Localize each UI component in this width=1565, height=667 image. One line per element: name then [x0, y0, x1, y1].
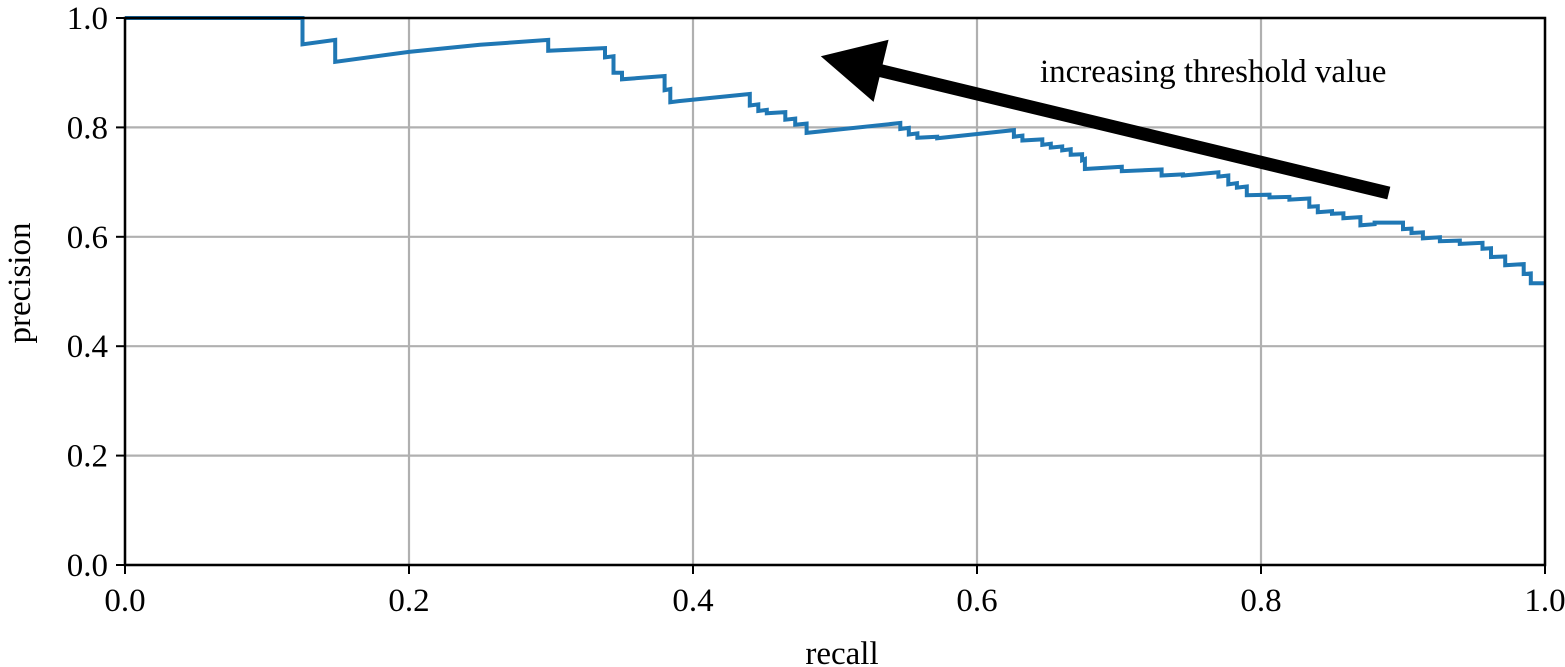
arrow-head	[820, 39, 889, 102]
x-tick-label: 0.2	[388, 583, 429, 619]
x-axis-ticks: 0.0 0.2 0.4 0.6 0.8 1.0	[104, 565, 1565, 619]
x-tick-label: 0.0	[104, 583, 145, 619]
annotation-label: increasing threshold value	[1040, 54, 1386, 90]
threshold-arrow	[820, 39, 1391, 200]
y-tick-label: 0.2	[67, 439, 108, 475]
plot-frame	[123, 16, 1547, 567]
x-tick-label: 0.6	[956, 583, 997, 619]
arrow-shaft	[875, 63, 1391, 200]
y-tick-label: 0.8	[67, 110, 108, 146]
x-tick-label: 1.0	[1524, 583, 1565, 619]
x-axis-label: recall	[805, 636, 878, 667]
precision-recall-curve	[125, 16, 1545, 286]
grid-lines	[123, 16, 1547, 567]
y-tick-label: 0.0	[67, 548, 108, 584]
y-tick-label: 0.4	[67, 329, 108, 365]
y-axis-label: precision	[2, 223, 38, 344]
y-axis-ticks: 0.0 0.2 0.4 0.6 0.8 1.0	[67, 1, 125, 584]
y-tick-label: 1.0	[67, 1, 108, 37]
x-tick-label: 0.8	[1240, 583, 1281, 619]
x-tick-label: 0.4	[672, 583, 713, 619]
y-tick-label: 0.6	[67, 220, 108, 256]
